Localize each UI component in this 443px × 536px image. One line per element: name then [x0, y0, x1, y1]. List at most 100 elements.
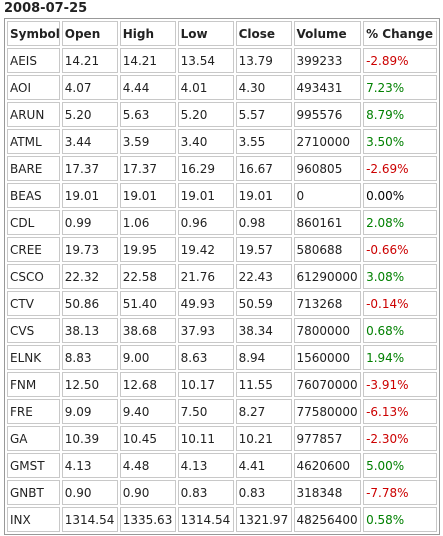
change-cell: -2.89% [363, 48, 437, 73]
table-cell: 0.96 [177, 210, 234, 235]
column-header: Open [61, 21, 118, 46]
table-row: CREE 19.73 19.95 19.42 19.57 580688 -0.66% [7, 237, 437, 262]
table-cell: 713268 [293, 291, 362, 316]
table-row: BARE 17.37 17.37 16.29 16.67 960805 -2.69% [7, 156, 437, 181]
table-cell: 318348 [293, 480, 362, 505]
table-cell: 860161 [293, 210, 362, 235]
table-cell: 4.01 [177, 75, 234, 100]
change-cell: 8.79% [363, 102, 437, 127]
table-cell: 1560000 [293, 345, 362, 370]
table-cell: 22.43 [235, 264, 292, 289]
table-cell: 8.94 [235, 345, 292, 370]
column-header: High [119, 21, 176, 46]
table-cell: AEIS [7, 48, 60, 73]
change-cell: -0.66% [363, 237, 437, 262]
table-cell: 399233 [293, 48, 362, 73]
table-cell: 19.73 [61, 237, 118, 262]
table-row: FNM 12.50 12.68 10.17 11.55 76070000 -3.91% [7, 372, 437, 397]
column-header: Close [235, 21, 292, 46]
change-cell: 7.23% [363, 75, 437, 100]
table-cell: 38.34 [235, 318, 292, 343]
table-row: INX 1314.54 1335.63 1314.54 1321.97 48256400 0… [7, 507, 437, 532]
table-row: GMST 4.13 4.48 4.13 4.41 4620600 5.00% [7, 453, 437, 478]
table-cell: CVS [7, 318, 60, 343]
table-row: AOI 4.07 4.44 4.01 4.30 493431 7.23% [7, 75, 437, 100]
table-cell: 0.90 [119, 480, 176, 505]
table-cell: 1335.63 [119, 507, 176, 532]
table-cell: 51.40 [119, 291, 176, 316]
table-cell: 1314.54 [61, 507, 118, 532]
table-cell: 19.01 [61, 183, 118, 208]
table-cell: 17.37 [61, 156, 118, 181]
table-cell: 3.44 [61, 129, 118, 154]
table-cell: 17.37 [119, 156, 176, 181]
change-cell: 2.08% [363, 210, 437, 235]
change-cell: 1.94% [363, 345, 437, 370]
table-cell: 22.58 [119, 264, 176, 289]
table-cell: 4.07 [61, 75, 118, 100]
table-cell: 4.30 [235, 75, 292, 100]
table-cell: 4620600 [293, 453, 362, 478]
table-cell: ATML [7, 129, 60, 154]
table-cell: CREE [7, 237, 60, 262]
table-row: CVS 38.13 38.68 37.93 38.34 7800000 0.68% [7, 318, 437, 343]
change-cell: 0.00% [363, 183, 437, 208]
table-row: ATML 3.44 3.59 3.40 3.55 2710000 3.50% [7, 129, 437, 154]
table-cell: ARUN [7, 102, 60, 127]
table-cell: 4.13 [61, 453, 118, 478]
table-cell: 19.95 [119, 237, 176, 262]
table-cell: 493431 [293, 75, 362, 100]
table-cell: BEAS [7, 183, 60, 208]
table-cell: 0.83 [235, 480, 292, 505]
table-cell: 0.99 [61, 210, 118, 235]
table-cell: 77580000 [293, 399, 362, 424]
table-cell: GMST [7, 453, 60, 478]
table-row: FRE 9.09 9.40 7.50 8.27 77580000 -6.13% [7, 399, 437, 424]
table-cell: 12.50 [61, 372, 118, 397]
table-cell: 37.93 [177, 318, 234, 343]
table-cell: 19.01 [235, 183, 292, 208]
table-cell: INX [7, 507, 60, 532]
table-cell: 19.42 [177, 237, 234, 262]
table-cell: 38.13 [61, 318, 118, 343]
table-cell: 3.40 [177, 129, 234, 154]
table-cell: 14.21 [61, 48, 118, 73]
table-row: ARUN 5.20 5.63 5.20 5.57 995576 8.79% [7, 102, 437, 127]
table-cell: 0.98 [235, 210, 292, 235]
table-cell: 9.40 [119, 399, 176, 424]
table-cell: 5.20 [61, 102, 118, 127]
table-cell: 50.59 [235, 291, 292, 316]
table-cell: 12.68 [119, 372, 176, 397]
table-cell: 76070000 [293, 372, 362, 397]
table-cell: 0.90 [61, 480, 118, 505]
table-cell: 3.55 [235, 129, 292, 154]
table-cell: 5.57 [235, 102, 292, 127]
column-header: % Change [363, 21, 437, 46]
table-cell: 4.41 [235, 453, 292, 478]
table-cell: 11.55 [235, 372, 292, 397]
table-row: CTV 50.86 51.40 49.93 50.59 713268 -0.14% [7, 291, 437, 316]
table-cell: 10.39 [61, 426, 118, 451]
table-row: GA 10.39 10.45 10.11 10.21 977857 -2.30% [7, 426, 437, 451]
table-cell: 4.48 [119, 453, 176, 478]
table-cell: 48256400 [293, 507, 362, 532]
change-cell: 3.08% [363, 264, 437, 289]
table-row: CDL 0.99 1.06 0.96 0.98 860161 2.08% [7, 210, 437, 235]
table-cell: 19.01 [177, 183, 234, 208]
table-cell: 13.54 [177, 48, 234, 73]
table-cell: 10.21 [235, 426, 292, 451]
table-row: ELNK 8.83 9.00 8.63 8.94 1560000 1.94% [7, 345, 437, 370]
table-cell: 2710000 [293, 129, 362, 154]
table-cell: 19.57 [235, 237, 292, 262]
change-cell: 5.00% [363, 453, 437, 478]
table-cell: 10.45 [119, 426, 176, 451]
change-cell: 0.58% [363, 507, 437, 532]
quote-table: Symbol Open High Low Close Volume% Change AEI… [4, 18, 440, 535]
change-cell: -2.69% [363, 156, 437, 181]
table-cell: 1314.54 [177, 507, 234, 532]
table-cell: 7800000 [293, 318, 362, 343]
table-cell: 10.11 [177, 426, 234, 451]
table-cell: GNBT [7, 480, 60, 505]
table-cell: 960805 [293, 156, 362, 181]
column-header: Volume [293, 21, 362, 46]
